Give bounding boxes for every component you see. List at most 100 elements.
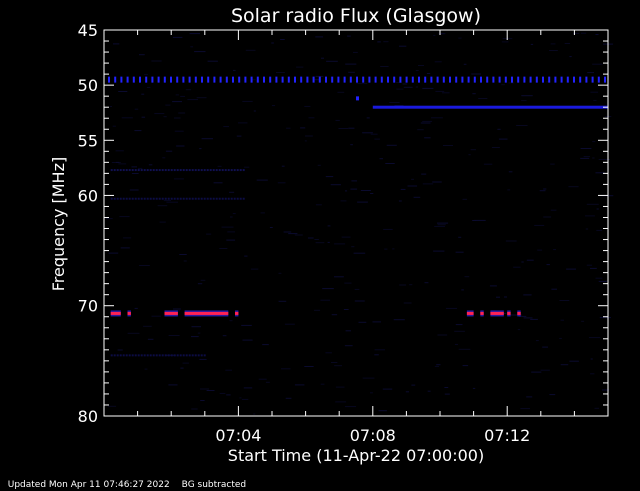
faint-band-dot	[131, 197, 134, 200]
faint-band-dot	[203, 169, 206, 172]
x-axis-label: Start Time (11-Apr-22 07:00:00)	[228, 446, 484, 465]
background-noise	[106, 32, 614, 415]
noise-speck	[334, 365, 342, 367]
noise-speck	[396, 82, 402, 83]
dotted-line-dash	[604, 76, 606, 83]
noise-speck	[335, 386, 345, 388]
noise-speck	[296, 66, 304, 68]
dotted-line-dash	[126, 76, 129, 83]
faint-band-dot	[242, 197, 245, 200]
dotted-line-dash	[380, 76, 383, 83]
x-axis: 07:04 07:08 07:12	[137, 30, 575, 445]
x-tick-label: 07:08	[350, 426, 396, 445]
noise-speck	[537, 249, 543, 251]
noise-speck	[399, 284, 407, 286]
spectral-features	[108, 76, 608, 357]
noise-speck	[437, 334, 448, 336]
y-axis: 45 50 55 60 70 80	[78, 21, 608, 426]
noise-speck	[173, 308, 181, 310]
faint-band-dot	[122, 354, 125, 357]
noise-speck	[168, 335, 180, 336]
noise-speck	[418, 65, 424, 66]
noise-speck	[119, 216, 130, 218]
noise-speck	[422, 120, 433, 122]
noise-speck	[384, 248, 388, 250]
noise-speck	[106, 218, 113, 220]
dotted-line-dash	[343, 76, 346, 83]
faint-band-dot	[119, 197, 122, 200]
noise-speck	[519, 315, 527, 317]
faint-band-dot	[179, 169, 182, 172]
noise-speck	[434, 225, 445, 227]
noise-speck	[437, 224, 446, 226]
noise-speck	[223, 126, 229, 128]
noise-speck	[134, 108, 139, 110]
dotted-line-dash	[163, 76, 166, 83]
faint-band-dot	[227, 169, 230, 172]
faint-band-dot	[161, 354, 164, 357]
noise-speck	[508, 82, 515, 84]
noise-speck	[241, 324, 252, 326]
faint-band-dot	[155, 197, 158, 200]
dotted-line-dash	[461, 76, 464, 83]
noise-speck	[191, 336, 199, 338]
noise-speck	[382, 388, 393, 390]
faint-band-dot	[218, 197, 221, 200]
faint-band-dot	[188, 169, 191, 172]
dotted-line-dash	[275, 76, 278, 83]
dotted-line-dash	[542, 76, 544, 83]
y-tick-label: 45	[78, 21, 98, 40]
frequency-point	[356, 96, 359, 101]
noise-speck	[353, 252, 366, 254]
noise-speck	[435, 90, 445, 92]
noise-speck	[175, 94, 179, 96]
noise-speck	[320, 299, 331, 301]
solar-radio-spectrogram: 45 50 55 60 70 80 07:04 07:08 07:12 Solar radio…	[49, 5, 614, 465]
faint-band-dot	[230, 197, 233, 200]
noise-speck	[372, 321, 381, 323]
noise-speck	[407, 185, 418, 187]
faint-band-dot	[164, 197, 167, 200]
noise-speck	[129, 189, 139, 191]
dotted-line-dash	[480, 76, 482, 83]
noise-speck	[180, 367, 184, 369]
faint-band-dot	[215, 197, 218, 200]
faint-band-dot	[197, 354, 200, 357]
noise-speck	[510, 314, 522, 316]
noise-speck	[585, 215, 595, 217]
y-tick-label: 70	[78, 297, 98, 316]
dotted-line-dash	[256, 76, 259, 83]
noise-speck	[229, 191, 235, 193]
noise-speck	[131, 173, 139, 174]
faint-band-dot	[173, 354, 176, 357]
noise-speck	[468, 154, 471, 156]
faint-band-dot	[110, 354, 113, 357]
faint-band-dot	[200, 197, 203, 200]
faint-band-dot	[191, 169, 194, 172]
noise-speck	[304, 366, 314, 367]
faint-band-dot	[116, 169, 119, 172]
faint-band-dot	[170, 197, 173, 200]
faint-band-dot	[215, 169, 218, 172]
faint-band-dot	[206, 169, 209, 172]
noise-speck	[472, 387, 476, 389]
faint-band-dot	[128, 197, 131, 200]
noise-speck	[585, 228, 589, 230]
noise-speck	[305, 135, 313, 137]
noise-speck	[343, 309, 349, 310]
noise-speck	[566, 268, 576, 270]
noise-speck	[227, 231, 235, 233]
dotted-line-dash	[362, 76, 365, 83]
noise-speck	[159, 221, 166, 223]
noise-speck	[345, 63, 357, 65]
burst-segment	[127, 311, 131, 315]
noise-speck	[200, 400, 205, 401]
noise-speck	[396, 88, 404, 90]
faint-band-dot	[239, 169, 242, 172]
dotted-line-dash	[157, 76, 160, 83]
faint-band-dot	[230, 169, 233, 172]
noise-speck	[431, 117, 443, 119]
faint-band-dot	[158, 197, 161, 200]
noise-speck	[434, 365, 439, 367]
noise-speck	[113, 43, 120, 45]
